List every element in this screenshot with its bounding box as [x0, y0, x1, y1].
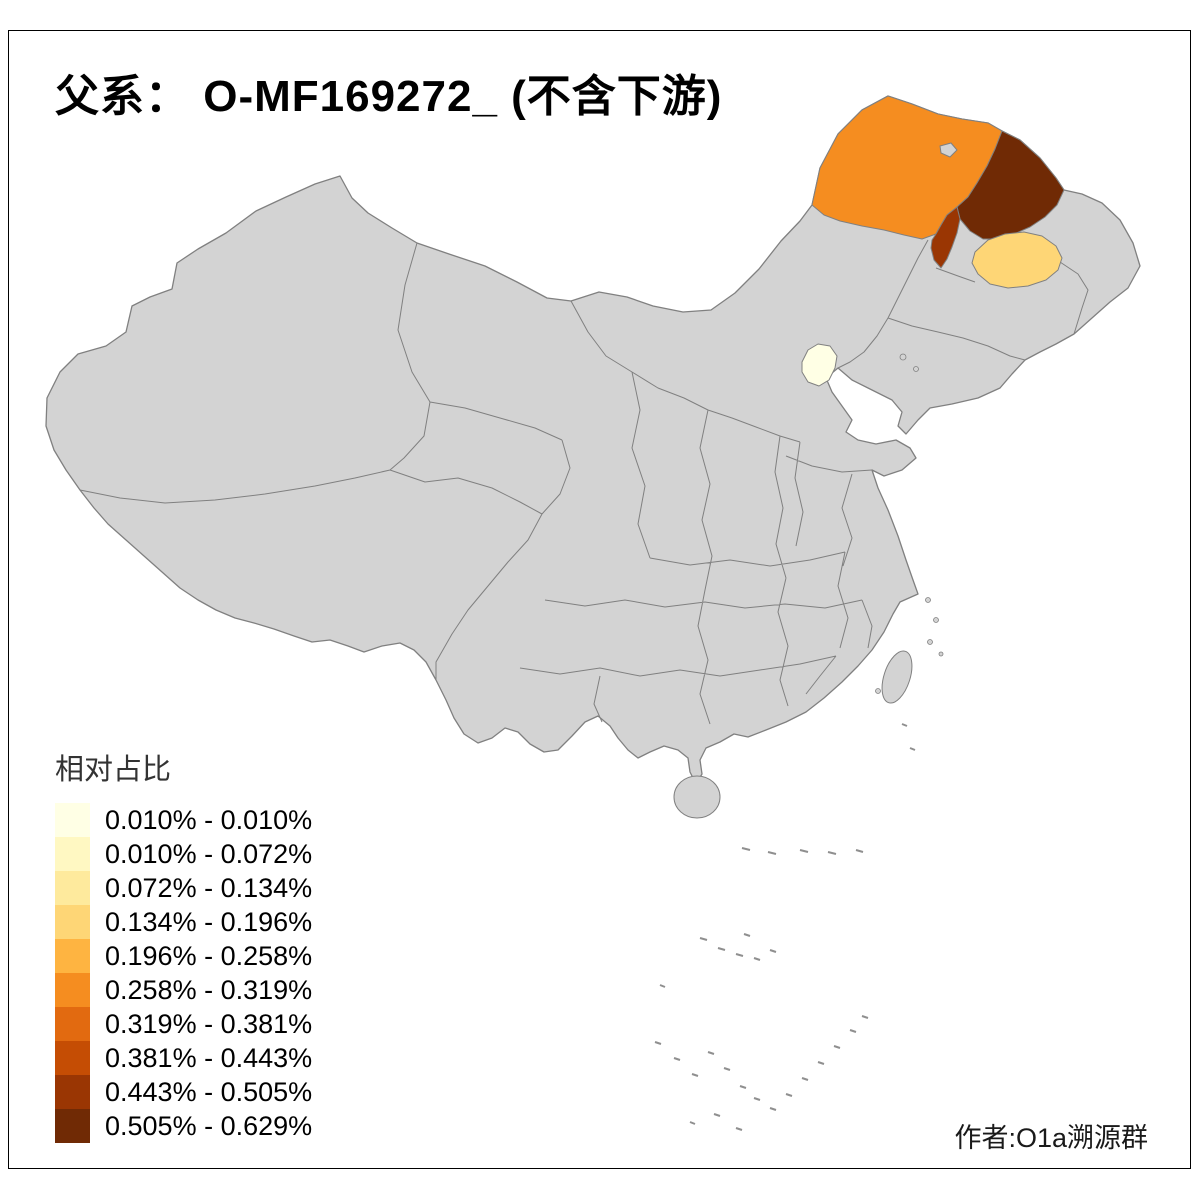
- legend-label: 0.072% - 0.134%: [105, 872, 313, 903]
- legend-title: 相对占比: [55, 754, 172, 786]
- dark-red-strip-northeast: [930, 206, 961, 269]
- legend-row: 0.134% - 0.196%: [55, 905, 312, 939]
- legend-swatch: [55, 803, 90, 837]
- legend: 相对占比 0.010% - 0.010% 0.010% - 0.072% 0.072…: [55, 746, 312, 1143]
- tan-region-northeast: [971, 231, 1063, 289]
- taiwan-island: [881, 650, 913, 704]
- legend-swatch: [55, 871, 90, 905]
- province-borders: [79, 239, 1089, 725]
- legend-row: 0.072% - 0.134%: [55, 871, 312, 905]
- legend-swatch: [55, 1007, 90, 1041]
- legend-swatch: [55, 939, 90, 973]
- legend-label: 0.258% - 0.319%: [105, 974, 313, 1005]
- page-title: 父系： O-MF169272_ (不含下游): [55, 72, 723, 121]
- legend-row: 0.381% - 0.443%: [55, 1041, 312, 1075]
- hainan-island: [673, 775, 721, 819]
- legend-swatch: [55, 1109, 90, 1143]
- legend-swatch: [55, 905, 90, 939]
- south-china-sea-islands: [654, 723, 916, 1131]
- legend-label: 0.319% - 0.381%: [105, 1008, 313, 1039]
- legend-row: 0.010% - 0.072%: [55, 837, 312, 871]
- legend-row: 0.010% - 0.010%: [55, 803, 312, 837]
- coastal-islets: [875, 353, 944, 694]
- legend-row: 0.196% - 0.258%: [55, 939, 312, 973]
- legend-label: 0.196% - 0.258%: [105, 940, 313, 971]
- legend-label: 0.010% - 0.010%: [105, 804, 313, 835]
- legend-swatch: [55, 973, 90, 1007]
- legend-swatch: [55, 1075, 90, 1109]
- legend-label: 0.381% - 0.443%: [105, 1042, 313, 1073]
- legend-row: 0.505% - 0.629%: [55, 1109, 312, 1143]
- legend-swatch: [55, 1041, 90, 1075]
- author-credit: 作者:O1a溯源群: [954, 1123, 1148, 1153]
- legend-rows: 0.010% - 0.010% 0.010% - 0.072% 0.072% - 0…: [55, 803, 312, 1143]
- legend-row: 0.443% - 0.505%: [55, 1075, 312, 1109]
- legend-row: 0.319% - 0.381%: [55, 1007, 312, 1041]
- legend-label: 0.010% - 0.072%: [105, 838, 313, 869]
- enclave-in-orange-region: [939, 142, 958, 158]
- legend-swatch: [55, 837, 90, 871]
- legend-label: 0.443% - 0.505%: [105, 1076, 313, 1107]
- legend-label: 0.505% - 0.629%: [105, 1110, 313, 1141]
- legend-row: 0.258% - 0.319%: [55, 973, 312, 1007]
- pale-region-beijing: [801, 343, 838, 387]
- legend-label: 0.134% - 0.196%: [105, 906, 313, 937]
